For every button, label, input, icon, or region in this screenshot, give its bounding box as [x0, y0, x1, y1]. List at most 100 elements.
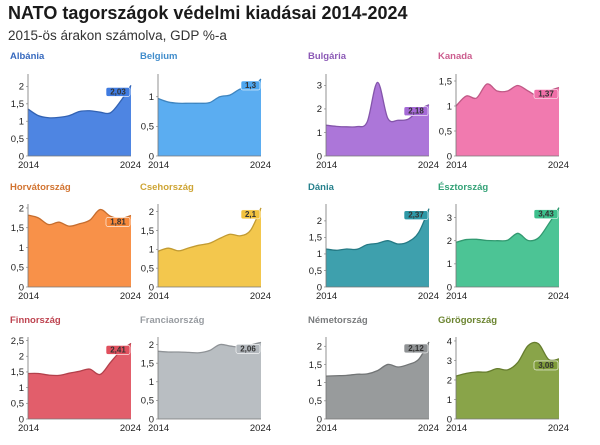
- panel-esztorszag-line: [455, 207, 560, 243]
- panel-nemetorszag-ytick-label: 0,5: [309, 396, 322, 407]
- panel-belgium-ytick-label: 1: [149, 92, 154, 103]
- panel-finnorszag-value-badge: [105, 345, 131, 355]
- panel-esztorszag-title: Észtország: [438, 182, 488, 193]
- panel-finnorszag-area: [28, 343, 131, 419]
- panel-gorogorszag-title: Görögország: [438, 315, 497, 326]
- panel-bulgaria-ytick-label: 0: [317, 151, 322, 162]
- panel-franciaorszag-ytick-label: 0: [149, 414, 154, 425]
- panel-csehorszag-title: Csehország: [140, 182, 194, 193]
- panel-csehorszag-ytick-label: 0,5: [141, 263, 154, 274]
- panel-franciaorszag-ytick-label: 0,5: [141, 396, 154, 407]
- panel-albania-xtick-end: 2024: [120, 160, 141, 171]
- panel-finnorszag-xtick-start: 2014: [18, 423, 39, 434]
- panel-finnorszag-ytick-label: 2: [19, 352, 24, 363]
- panel-finnorszag-line: [27, 342, 132, 377]
- panel-bulgaria-xtick-end: 2024: [418, 160, 439, 171]
- panel-bulgaria-value-badge: [403, 106, 429, 117]
- panel-kanada-area: [456, 83, 559, 156]
- panel-horvatorszag-area: [28, 209, 131, 287]
- panel-nemetorszag-ytick-label: 0: [317, 414, 322, 425]
- panel-albania-title: Albánia: [10, 51, 45, 62]
- panel-kanada-ytick-label: 1: [447, 101, 452, 112]
- panel-bulgaria-area: [326, 82, 429, 156]
- panel-franciaorszag: Franciaország 0 0,5 1 1,5 2 2014 2024 2,06: [140, 315, 271, 434]
- panel-albania-ytick-label: 0,5: [11, 134, 24, 145]
- panel-horvatorszag-ytick-label: 1: [19, 243, 24, 254]
- panel-albania: Albánia 0 0,5 1 1,5 2 2014 2024 2,03: [10, 51, 141, 171]
- panel-franciaorszag-value-badge: [235, 344, 261, 354]
- panel-belgium-ytick-label: 0: [149, 151, 154, 162]
- panel-esztorszag-xtick-start: 2014: [446, 291, 467, 302]
- panel-horvatorszag-ytick-label: 0: [19, 282, 24, 293]
- panel-dania: Dánia 0 0,5 1 1,5 2 2014 2024 2,37: [308, 182, 439, 302]
- panel-bulgaria-value-label: 2,18: [408, 107, 424, 116]
- panel-dania-xtick-start: 2014: [316, 291, 337, 302]
- panel-horvatorszag-xtick-start: 2014: [18, 291, 39, 302]
- panel-belgium-xtick-start: 2014: [148, 160, 169, 171]
- panel-horvatorszag: Horvátország 0 0,5 1 1,5 2 2014 2024 1,81: [10, 182, 141, 302]
- panel-albania-value-badge: [105, 87, 131, 97]
- panel-esztorszag-ytick-label: 0: [447, 282, 452, 293]
- panel-albania-ytick-label: 0: [19, 151, 24, 162]
- panel-bulgaria-ytick-label: 3: [317, 81, 322, 92]
- panel-belgium-title: Belgium: [140, 51, 177, 62]
- panel-csehorszag-line: [157, 207, 262, 252]
- panel-kanada-value-label: 1,37: [538, 90, 554, 99]
- panel-finnorszag-ytick-label: 0,5: [11, 399, 24, 410]
- chart-subtitle: 2015-ös árakon számolva, GDP %-a: [8, 28, 227, 43]
- panel-gorogorszag-value-label: 3,08: [538, 361, 554, 370]
- panel-gorogorszag-ytick-label: 2: [447, 375, 452, 386]
- panel-franciaorszag-xtick-start: 2014: [148, 423, 169, 434]
- panel-albania-area: [28, 85, 131, 156]
- panel-csehorszag: Csehország 0 0,5 1 1,5 2 2014 2024 2,1: [140, 182, 271, 302]
- panel-belgium-value-label: 1,3: [245, 81, 257, 90]
- panel-dania-xtick-end: 2024: [418, 291, 439, 302]
- panel-dania-title: Dánia: [308, 182, 335, 193]
- panel-finnorszag-ytick-label: 2,5: [11, 336, 24, 347]
- panel-belgium: Belgium 0 0,5 1 2014 2024 1,3: [140, 51, 271, 171]
- panel-horvatorszag-value-badge: [105, 217, 131, 227]
- panel-nemetorszag-xtick-start: 2014: [316, 423, 337, 434]
- panel-nemetorszag-xtick-end: 2024: [418, 423, 439, 434]
- panel-kanada-ytick-label: 1,5: [439, 76, 452, 87]
- panel-nemetorszag-value-badge: [403, 343, 429, 354]
- panel-nemetorszag-ytick-label: 2: [317, 342, 322, 353]
- panel-gorogorszag-value-badge: [533, 360, 559, 371]
- panel-gorogorszag-xtick-start: 2014: [446, 423, 467, 434]
- panel-dania-ytick-label: 1: [317, 249, 322, 260]
- panel-bulgaria-line: [325, 81, 430, 128]
- panel-nemetorszag-ytick-label: 1,5: [309, 360, 322, 371]
- panel-dania-line: [325, 208, 430, 251]
- panel-dania-ytick-label: 2: [317, 216, 322, 227]
- panel-belgium-value-badge: [240, 80, 261, 91]
- panel-kanada-ytick-label: 0: [447, 151, 452, 162]
- panel-gorogorszag-ytick-label: 3: [447, 356, 452, 367]
- panel-franciaorszag-ytick-label: 1: [149, 377, 154, 388]
- panel-esztorszag-area: [456, 207, 559, 287]
- panel-horvatorszag-ytick-label: 0,5: [11, 263, 24, 274]
- panel-albania-ytick-label: 1: [19, 117, 24, 128]
- panel-franciaorszag-ytick-label: 1,5: [141, 358, 154, 369]
- panel-albania-line: [27, 85, 132, 119]
- panel-franciaorszag-xtick-end: 2024: [250, 423, 271, 434]
- panel-franciaorszag-title: Franciaország: [140, 315, 205, 326]
- panel-finnorszag-ytick-label: 1,5: [11, 367, 24, 378]
- panel-csehorszag-area: [158, 207, 261, 287]
- panel-bulgaria-xtick-start: 2014: [316, 160, 337, 171]
- panel-gorogorszag-ytick-label: 0: [447, 414, 452, 425]
- panel-finnorszag-ytick-label: 1: [19, 383, 24, 394]
- panel-nemetorszag-title: Németország: [308, 315, 368, 326]
- panel-finnorszag-xtick-end: 2024: [120, 423, 141, 434]
- panel-belgium-xtick-end: 2024: [250, 160, 271, 171]
- panel-finnorszag: Finnország 0 0,5 1 1,5 2 2,5 2014 2024 2,41: [10, 315, 141, 434]
- panel-csehorszag-ytick-label: 2: [149, 207, 154, 218]
- panel-dania-value-label: 2,37: [408, 211, 424, 220]
- panel-esztorszag-value-label: 3,43: [538, 210, 554, 219]
- panel-esztorszag: Észtország 0 1 2 3 2014 2024 3,43: [438, 182, 569, 302]
- panel-csehorszag-xtick-end: 2024: [250, 291, 271, 302]
- panel-bulgaria-title: Bulgária: [308, 51, 347, 62]
- chart-title: NATO tagországok védelmi kiadásai 2014-2…: [8, 3, 408, 23]
- panel-kanada-ytick-label: 0,5: [439, 126, 452, 137]
- panel-finnorszag-title: Finnország: [10, 315, 61, 326]
- panel-gorogorszag-ytick-label: 1: [447, 395, 452, 406]
